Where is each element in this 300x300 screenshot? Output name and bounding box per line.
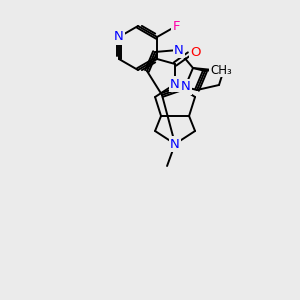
Text: N: N bbox=[181, 80, 191, 94]
Text: N: N bbox=[170, 137, 180, 151]
Text: N: N bbox=[114, 31, 124, 44]
Text: N: N bbox=[170, 77, 180, 91]
Text: CH₃: CH₃ bbox=[210, 64, 232, 76]
Text: O: O bbox=[190, 46, 200, 59]
Text: F: F bbox=[172, 20, 180, 34]
Text: N: N bbox=[174, 44, 184, 56]
